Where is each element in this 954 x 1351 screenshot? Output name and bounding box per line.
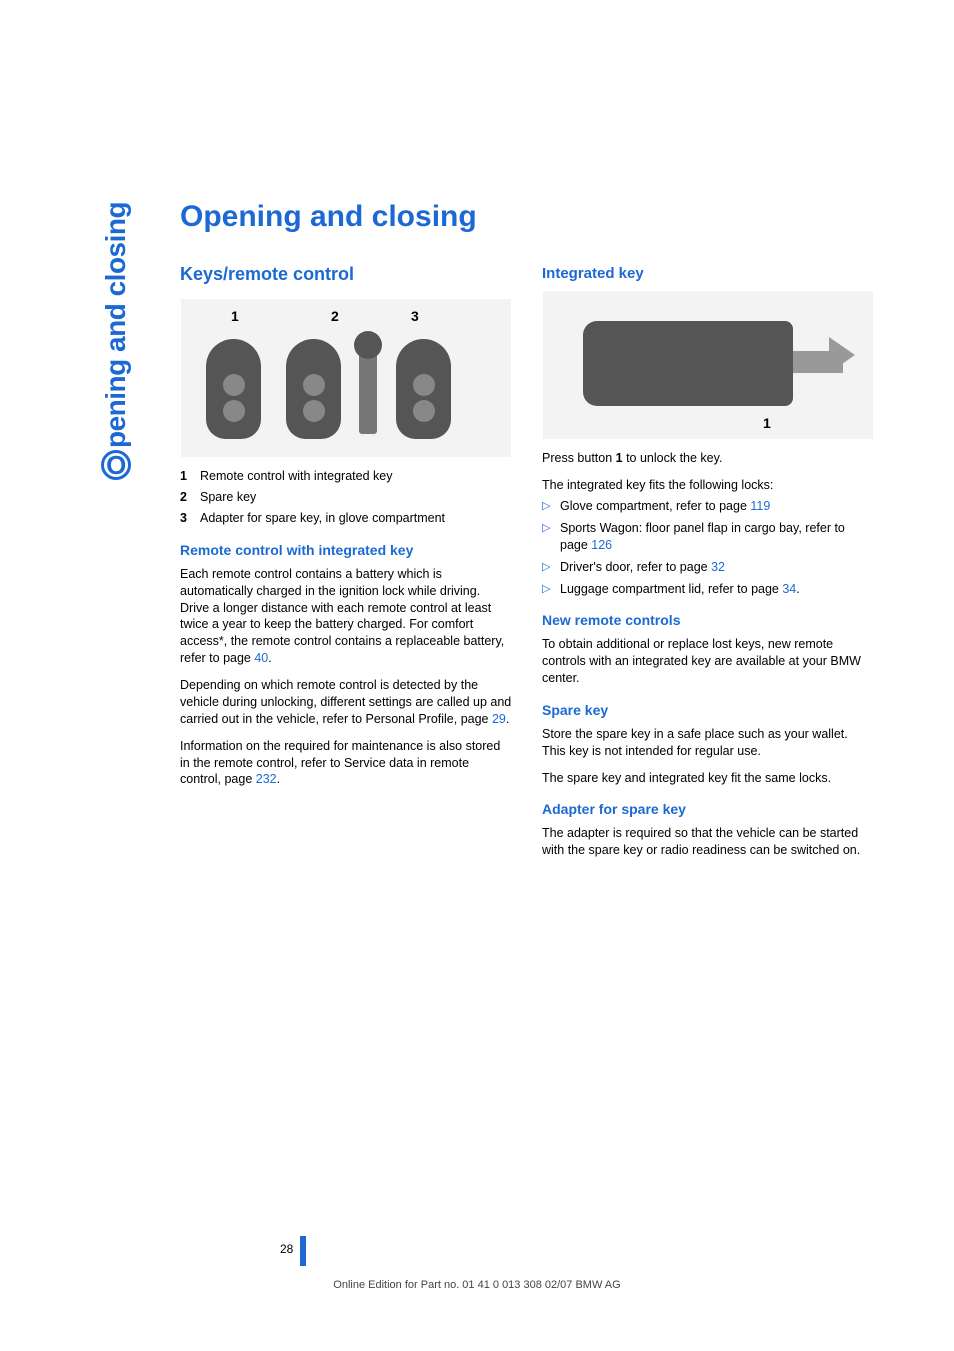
side-tab-capital: O <box>101 450 131 480</box>
bullet-row: ▷ Sports Wagon: floor panel flap in carg… <box>542 520 874 554</box>
legend-row: 1 Remote control with integrated key <box>180 468 512 485</box>
figure-integrated-key: 1 <box>542 290 874 440</box>
figure-keys-label-1: 1 <box>231 307 239 326</box>
page-link[interactable]: 29 <box>492 712 506 726</box>
bullet-row: ▷ Glove compartment, refer to page 119 <box>542 498 874 515</box>
content-columns: Keys/remote control 1 2 3 1 Remote contr… <box>180 262 874 869</box>
page-number: 28 <box>280 1242 293 1256</box>
para-battery: Each remote control contains a battery w… <box>180 566 512 667</box>
side-tab-text: pening and closing <box>100 202 131 448</box>
figure-sparekey <box>359 339 377 434</box>
page-link[interactable]: 126 <box>591 538 612 552</box>
bullet-text: Driver's door, refer to page 32 <box>560 559 874 576</box>
figure-keyfob-3 <box>396 339 451 439</box>
para-spare-store: Store the spare key in a safe place such… <box>542 726 874 760</box>
bullet-body: Driver's door, refer to page <box>560 560 711 574</box>
legend-text: Remote control with integrated key <box>200 468 512 485</box>
chapter-title: Opening and closing <box>180 200 874 234</box>
figure-keys-label-3: 3 <box>411 307 419 326</box>
page-link[interactable]: 32 <box>711 560 725 574</box>
para-service-data: Information on the required for maintena… <box>180 738 512 789</box>
bullet-icon: ▷ <box>542 498 560 515</box>
para-text: Press button <box>542 451 616 465</box>
page-link[interactable]: 119 <box>750 499 770 513</box>
bullet-text: Glove compartment, refer to page 119 <box>560 498 874 515</box>
figure-intkey-body <box>583 321 793 406</box>
subsection-remote-integrated: Remote control with integrated key <box>180 541 512 560</box>
legend-row: 2 Spare key <box>180 489 512 506</box>
figure-keyfob-1 <box>206 339 261 439</box>
page-number-bar <box>300 1236 306 1266</box>
left-column: Keys/remote control 1 2 3 1 Remote contr… <box>180 262 512 869</box>
bullet-text: Luggage compartment lid, refer to page 3… <box>560 581 874 598</box>
para-text: . <box>277 772 280 786</box>
para-press-button: Press button 1 to unlock the key. <box>542 450 874 467</box>
page-link[interactable]: 34 <box>782 582 796 596</box>
subsection-new-remotes: New remote controls <box>542 611 874 630</box>
legend-num: 1 <box>180 468 200 485</box>
page-link[interactable]: 40 <box>254 651 268 665</box>
legend-text: Adapter for spare key, in glove compartm… <box>200 510 512 527</box>
locks-bullet-list: ▷ Glove compartment, refer to page 119 ▷… <box>542 498 874 597</box>
bullet-row: ▷ Luggage compartment lid, refer to page… <box>542 581 874 598</box>
figure-keyfob-2 <box>286 339 341 439</box>
para-text: Information on the required for maintena… <box>180 739 500 787</box>
page: Opening and closing Opening and closing … <box>0 0 954 1351</box>
side-tab: Opening and closing <box>100 202 132 480</box>
para-text: to unlock the key. <box>623 451 723 465</box>
figure-keys-label-2: 2 <box>331 307 339 326</box>
legend-row: 3 Adapter for spare key, in glove compar… <box>180 510 512 527</box>
bullet-text: Sports Wagon: floor panel flap in cargo … <box>560 520 874 554</box>
legend-list: 1 Remote control with integrated key 2 S… <box>180 468 512 527</box>
footer-text: Online Edition for Part no. 01 41 0 013 … <box>0 1279 954 1291</box>
bullet-tail: . <box>796 582 799 596</box>
legend-text: Spare key <box>200 489 512 506</box>
subsection-adapter: Adapter for spare key <box>542 800 874 819</box>
bullet-icon: ▷ <box>542 581 560 598</box>
para-new-remotes: To obtain additional or replace lost key… <box>542 636 874 687</box>
bullet-icon: ▷ <box>542 520 560 554</box>
page-link[interactable]: 232 <box>256 772 277 786</box>
section-keys-remote: Keys/remote control <box>180 262 512 286</box>
para-text: Each remote control contains a battery w… <box>180 567 504 665</box>
para-text: . <box>268 651 271 665</box>
subsection-spare-key: Spare key <box>542 701 874 720</box>
para-locks-intro: The integrated key fits the following lo… <box>542 477 874 494</box>
legend-num: 3 <box>180 510 200 527</box>
para-spare-locks: The spare key and integrated key fit the… <box>542 770 874 787</box>
para-text: Depending on which remote control is det… <box>180 678 511 726</box>
para-text: . <box>506 712 509 726</box>
arrow-right-icon <box>829 337 855 373</box>
legend-num: 2 <box>180 489 200 506</box>
right-column: Integrated key 1 Press button 1 to unloc… <box>542 262 874 869</box>
bullet-row: ▷ Driver's door, refer to page 32 <box>542 559 874 576</box>
bullet-icon: ▷ <box>542 559 560 576</box>
bold-num: 1 <box>616 451 623 465</box>
para-personal-profile: Depending on which remote control is det… <box>180 677 512 728</box>
para-adapter: The adapter is required so that the vehi… <box>542 825 874 859</box>
figure-intkey-label-1: 1 <box>763 414 771 433</box>
subsection-integrated-key: Integrated key <box>542 264 874 284</box>
bullet-body: Luggage compartment lid, refer to page <box>560 582 782 596</box>
figure-keys: 1 2 3 <box>180 298 512 458</box>
bullet-body: Glove compartment, refer to page <box>560 499 750 513</box>
